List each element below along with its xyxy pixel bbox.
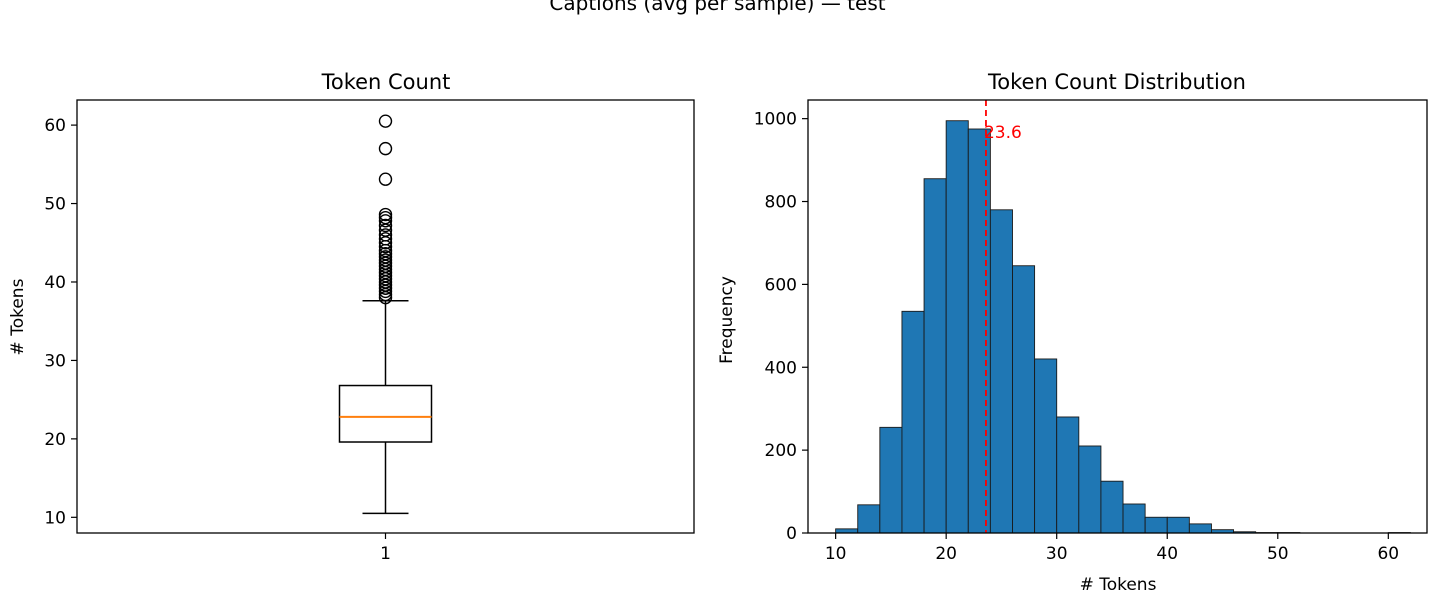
boxplot-marks: 10 20 30 40 50 60 1	[44, 114, 433, 564]
boxplot-outlier	[378, 236, 393, 250]
histogram-bar	[1144, 516, 1168, 534]
histogram-title: Token Count Distribution	[987, 70, 1246, 94]
boxplot-outlier	[378, 114, 393, 128]
boxplot-axes: Token Count # Tokens 10 20 30 40 50 60 1	[8, 70, 695, 564]
histogram-xtick-label: 50	[1267, 544, 1289, 564]
boxplot-ytick-label: 50	[44, 195, 66, 215]
histogram-xtick-label: 60	[1377, 544, 1399, 564]
histogram-bar	[1034, 358, 1058, 534]
histogram-ytick-label: 1000	[754, 110, 797, 130]
boxplot-outlier	[378, 141, 393, 156]
histogram-xtick-label: 30	[1046, 544, 1068, 564]
boxplot-outlier	[378, 214, 393, 228]
boxplot-box	[338, 384, 433, 443]
histogram-bar	[1056, 416, 1080, 534]
boxplot-ytick-label: 60	[44, 116, 66, 136]
boxplot-ytick-label: 10	[44, 508, 66, 528]
histogram-axes: Token Count Distribution Frequency # Tok…	[717, 70, 1428, 595]
boxplot-outlier	[378, 218, 393, 233]
histogram-ytick-label: 600	[765, 275, 797, 295]
histogram-bar	[1100, 480, 1124, 534]
boxplot-ytick-label: 40	[44, 273, 66, 293]
boxplot-xtick-label: 1	[380, 544, 391, 564]
boxplot-ylabel: # Tokens	[8, 278, 28, 355]
histogram-ylabel: Frequency	[717, 276, 737, 364]
histogram-mean-label: 23.6	[984, 123, 1022, 143]
histogram-frame	[807, 99, 1428, 534]
boxplot-outlier	[378, 290, 393, 305]
boxplot-outlier	[378, 172, 393, 186]
boxplot-ytick-label: 30	[44, 351, 66, 371]
histogram-ytick-label: 800	[765, 193, 797, 213]
histogram-ytick-label: 400	[765, 358, 797, 378]
boxplot-frame	[76, 99, 695, 534]
histogram-bar	[945, 120, 969, 534]
histogram-bar	[989, 209, 1013, 534]
histogram-bar	[1012, 265, 1036, 534]
boxplot-title: Token Count	[321, 70, 451, 94]
boxplot-ytick-label: 20	[44, 430, 66, 450]
histogram-ytick-label: 0	[786, 524, 797, 544]
histogram-xtick-label: 20	[935, 544, 957, 564]
histogram-bar	[1122, 503, 1146, 534]
histogram-bar	[901, 310, 925, 534]
boxplot-outlier	[378, 287, 393, 302]
histogram-bar	[1078, 445, 1102, 534]
histogram-ytick-label: 200	[765, 441, 797, 461]
histogram-bar	[879, 426, 903, 534]
figure-suptitle: Captions (avg per sample) — test	[549, 0, 886, 15]
boxplot-outlier	[378, 239, 393, 254]
histogram-bar	[1166, 516, 1190, 534]
histogram-xtick-label: 40	[1156, 544, 1178, 564]
boxplot-outlier	[378, 207, 393, 222]
boxplot-outlier	[378, 284, 393, 299]
histogram-xtick-label: 10	[825, 544, 847, 564]
boxplot-outlier	[378, 281, 393, 295]
histogram-bar	[1188, 523, 1212, 534]
histogram-xlabel: # Tokens	[1080, 575, 1157, 595]
histogram-bar	[923, 178, 947, 534]
histogram-bar	[967, 128, 991, 534]
histogram-bar	[857, 504, 881, 534]
